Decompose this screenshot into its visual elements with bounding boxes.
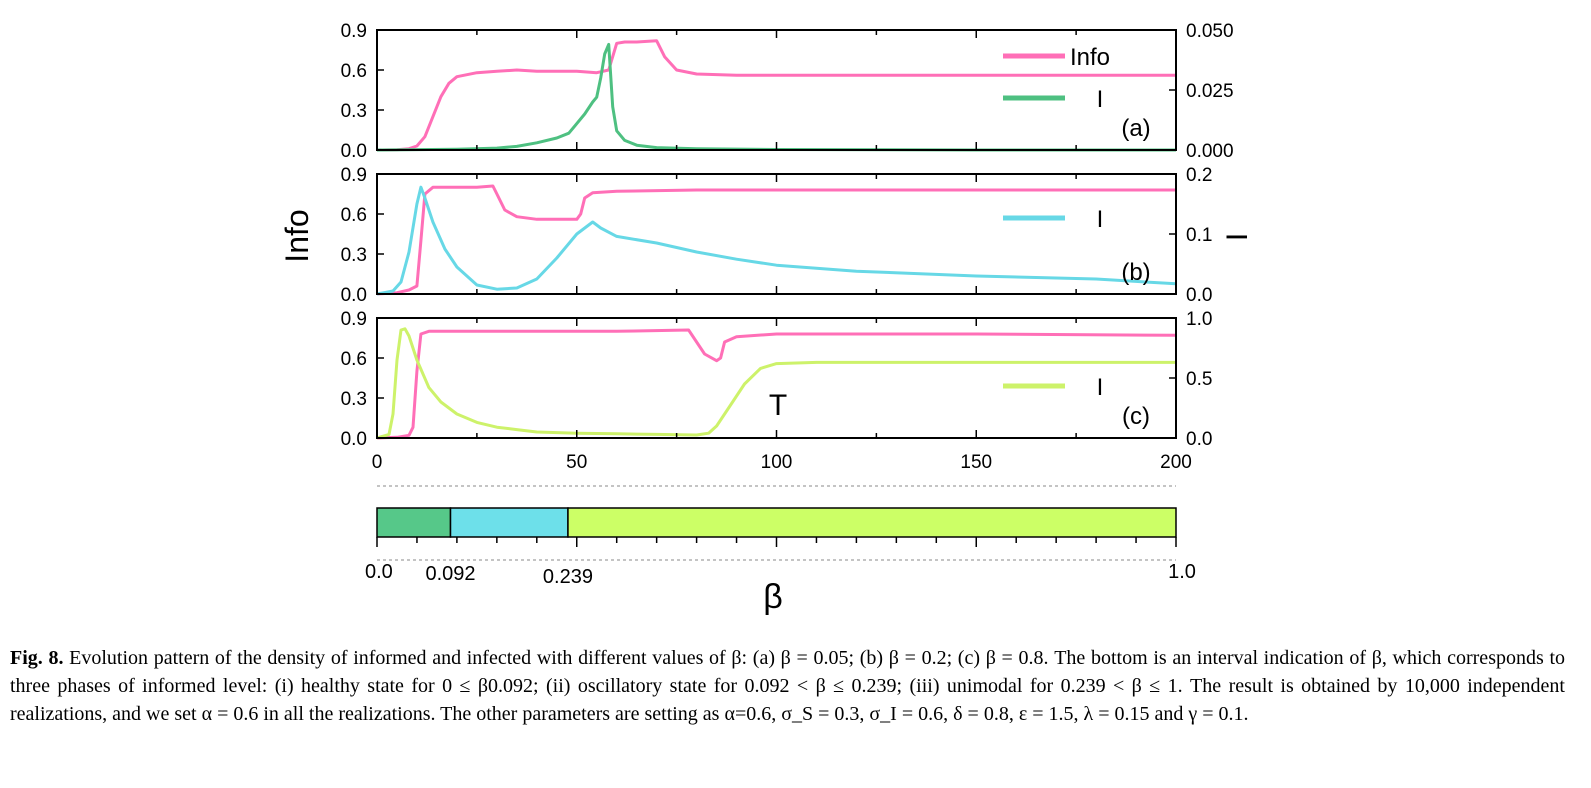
legend-label-i: I: [1097, 86, 1104, 113]
right-tick-label: 0.0: [1186, 429, 1212, 450]
x-tick-label: 0: [372, 452, 383, 473]
x-tick-label: 200: [1160, 452, 1192, 473]
phase-bar-tick-label: 1.0: [1168, 561, 1196, 583]
phase-bar-axis-title: β: [763, 578, 783, 616]
figure-canvas: 0.00.30.60.90.0000.0250.050InfoI(a)0.00.…: [279, 21, 1254, 616]
figure-caption: Fig. 8. Evolution pattern of the density…: [10, 644, 1565, 728]
series-line-i: [376, 42, 1176, 152]
right-tick-label: 0.0: [1186, 285, 1212, 306]
phase-segment-3: [567, 507, 1177, 538]
left-tick-label: 0.9: [341, 21, 367, 42]
left-tick-label: 0.6: [341, 205, 367, 226]
right-tick-label: 0.050: [1186, 21, 1234, 42]
phase-segment-2: [449, 507, 569, 538]
left-tick-label: 0.3: [341, 245, 367, 266]
phase-segment-1: [376, 507, 452, 538]
y-axis-title-right: I: [1221, 233, 1254, 241]
right-tick-label: 0.000: [1186, 141, 1234, 162]
plot-frame: [376, 29, 1177, 151]
series-line-info: [376, 39, 1176, 152]
y-axis-title-left: Info: [279, 209, 315, 262]
caption-label: Fig. 8.: [10, 647, 64, 669]
panel-label: (b): [1121, 259, 1150, 286]
right-tick-label: 0.025: [1186, 81, 1234, 102]
panel-label: (c): [1122, 403, 1150, 430]
x-axis-title: T: [769, 389, 787, 422]
left-tick-label: 0.9: [341, 309, 367, 330]
panel-c: 0.0 0.3 0.6 0.9 0.0 0.5 1.0 0 50 100 150 200 I (c): [341, 309, 1213, 473]
left-tick-label: 0.0: [341, 285, 367, 306]
series-line-info: [376, 328, 1177, 440]
phase-bar: 0.0 0.092 0.239 1.0 β: [365, 485, 1196, 616]
phase-bar-tick-label: 0.239: [543, 566, 593, 588]
left-tick-label: 0.0: [341, 141, 367, 162]
legend-label-info: Info: [1070, 44, 1110, 71]
left-tick-label: 0.3: [341, 389, 367, 410]
right-tick-label: 0.1: [1186, 225, 1212, 246]
series-line-i: [376, 327, 1176, 440]
left-tick-label: 0.6: [341, 349, 367, 370]
caption-text: Evolution pattern of the density of info…: [10, 647, 1565, 725]
left-tick-label: 0.9: [341, 165, 367, 186]
x-tick-label: 150: [960, 452, 992, 473]
phase-bar-tick-label: 0.0: [365, 561, 393, 583]
right-tick-label: 1.0: [1186, 309, 1212, 330]
legend-label-i: I: [1097, 374, 1104, 401]
series-line-i: [376, 185, 1177, 296]
panel-a: 0.0 0.3 0.6 0.9 0.000 0.025 0.050 Info I (a): [341, 21, 1234, 162]
panel-label: (a): [1121, 115, 1150, 142]
legend-label-i: I: [1097, 206, 1104, 233]
x-tick-label: 100: [761, 452, 793, 473]
left-tick-label: 0.0: [341, 429, 367, 450]
right-tick-label: 0.2: [1186, 165, 1212, 186]
left-tick-label: 0.6: [341, 61, 367, 82]
phase-bar-tick-label: 0.092: [425, 563, 475, 585]
left-tick-label: 0.3: [341, 101, 367, 122]
right-tick-label: 0.5: [1186, 369, 1212, 390]
x-tick-label: 50: [566, 452, 587, 473]
series-line-info: [376, 184, 1176, 296]
panel-b: 0.0 0.3 0.6 0.9 0.0 0.1 0.2 I (b): [341, 165, 1213, 306]
